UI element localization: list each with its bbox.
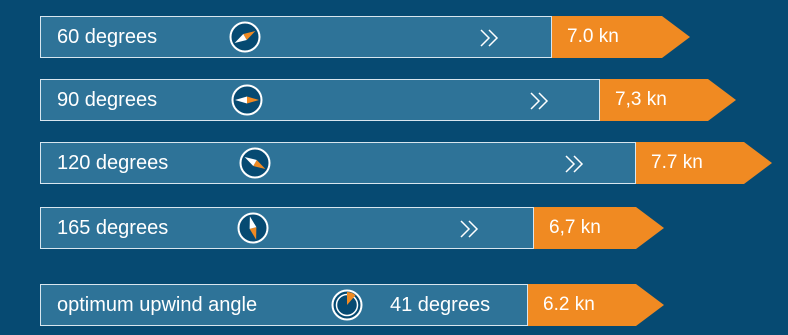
optimum-label: optimum upwind angle: [57, 294, 258, 316]
speed-bar: [40, 142, 636, 184]
speed-tag: 7.0 kn: [552, 16, 690, 58]
direction-arrow-icon: [350, 92, 549, 110]
speed-bar: [40, 16, 552, 58]
speed-tag: 6,7 kn: [534, 207, 664, 249]
compass-165-icon: [237, 212, 269, 244]
speed-tag: 7,3 kn: [600, 79, 736, 121]
speed-value: 6.2 kn: [543, 294, 595, 315]
optimum-angle-value: 41 degrees: [390, 294, 491, 316]
speed-bar: [40, 207, 534, 249]
direction-arrow-icon: [380, 155, 584, 173]
speed-value: 7.7 kn: [651, 152, 703, 173]
angle-label: 165 degrees: [57, 217, 169, 239]
speed-tag: 7.7 kn: [636, 142, 772, 184]
direction-arrow-icon: [285, 220, 479, 238]
upwind-dial-icon: [331, 289, 363, 321]
compass-90-icon: [231, 84, 263, 116]
optimum-bar: [40, 284, 528, 326]
angle-label: 60 degrees: [57, 26, 158, 48]
angle-label: 90 degrees: [57, 89, 158, 111]
speed-bar: [40, 79, 600, 121]
speed-value: 6,7 kn: [549, 217, 601, 238]
speed-tag: 6.2 kn: [528, 284, 664, 326]
speed-value: 7.0 kn: [567, 26, 619, 47]
angle-label: 120 degrees: [57, 152, 169, 174]
speed-value: 7,3 kn: [615, 89, 667, 110]
compass-60-icon: [229, 21, 261, 53]
compass-120-icon: [239, 147, 271, 179]
direction-arrow-icon: [305, 29, 499, 47]
